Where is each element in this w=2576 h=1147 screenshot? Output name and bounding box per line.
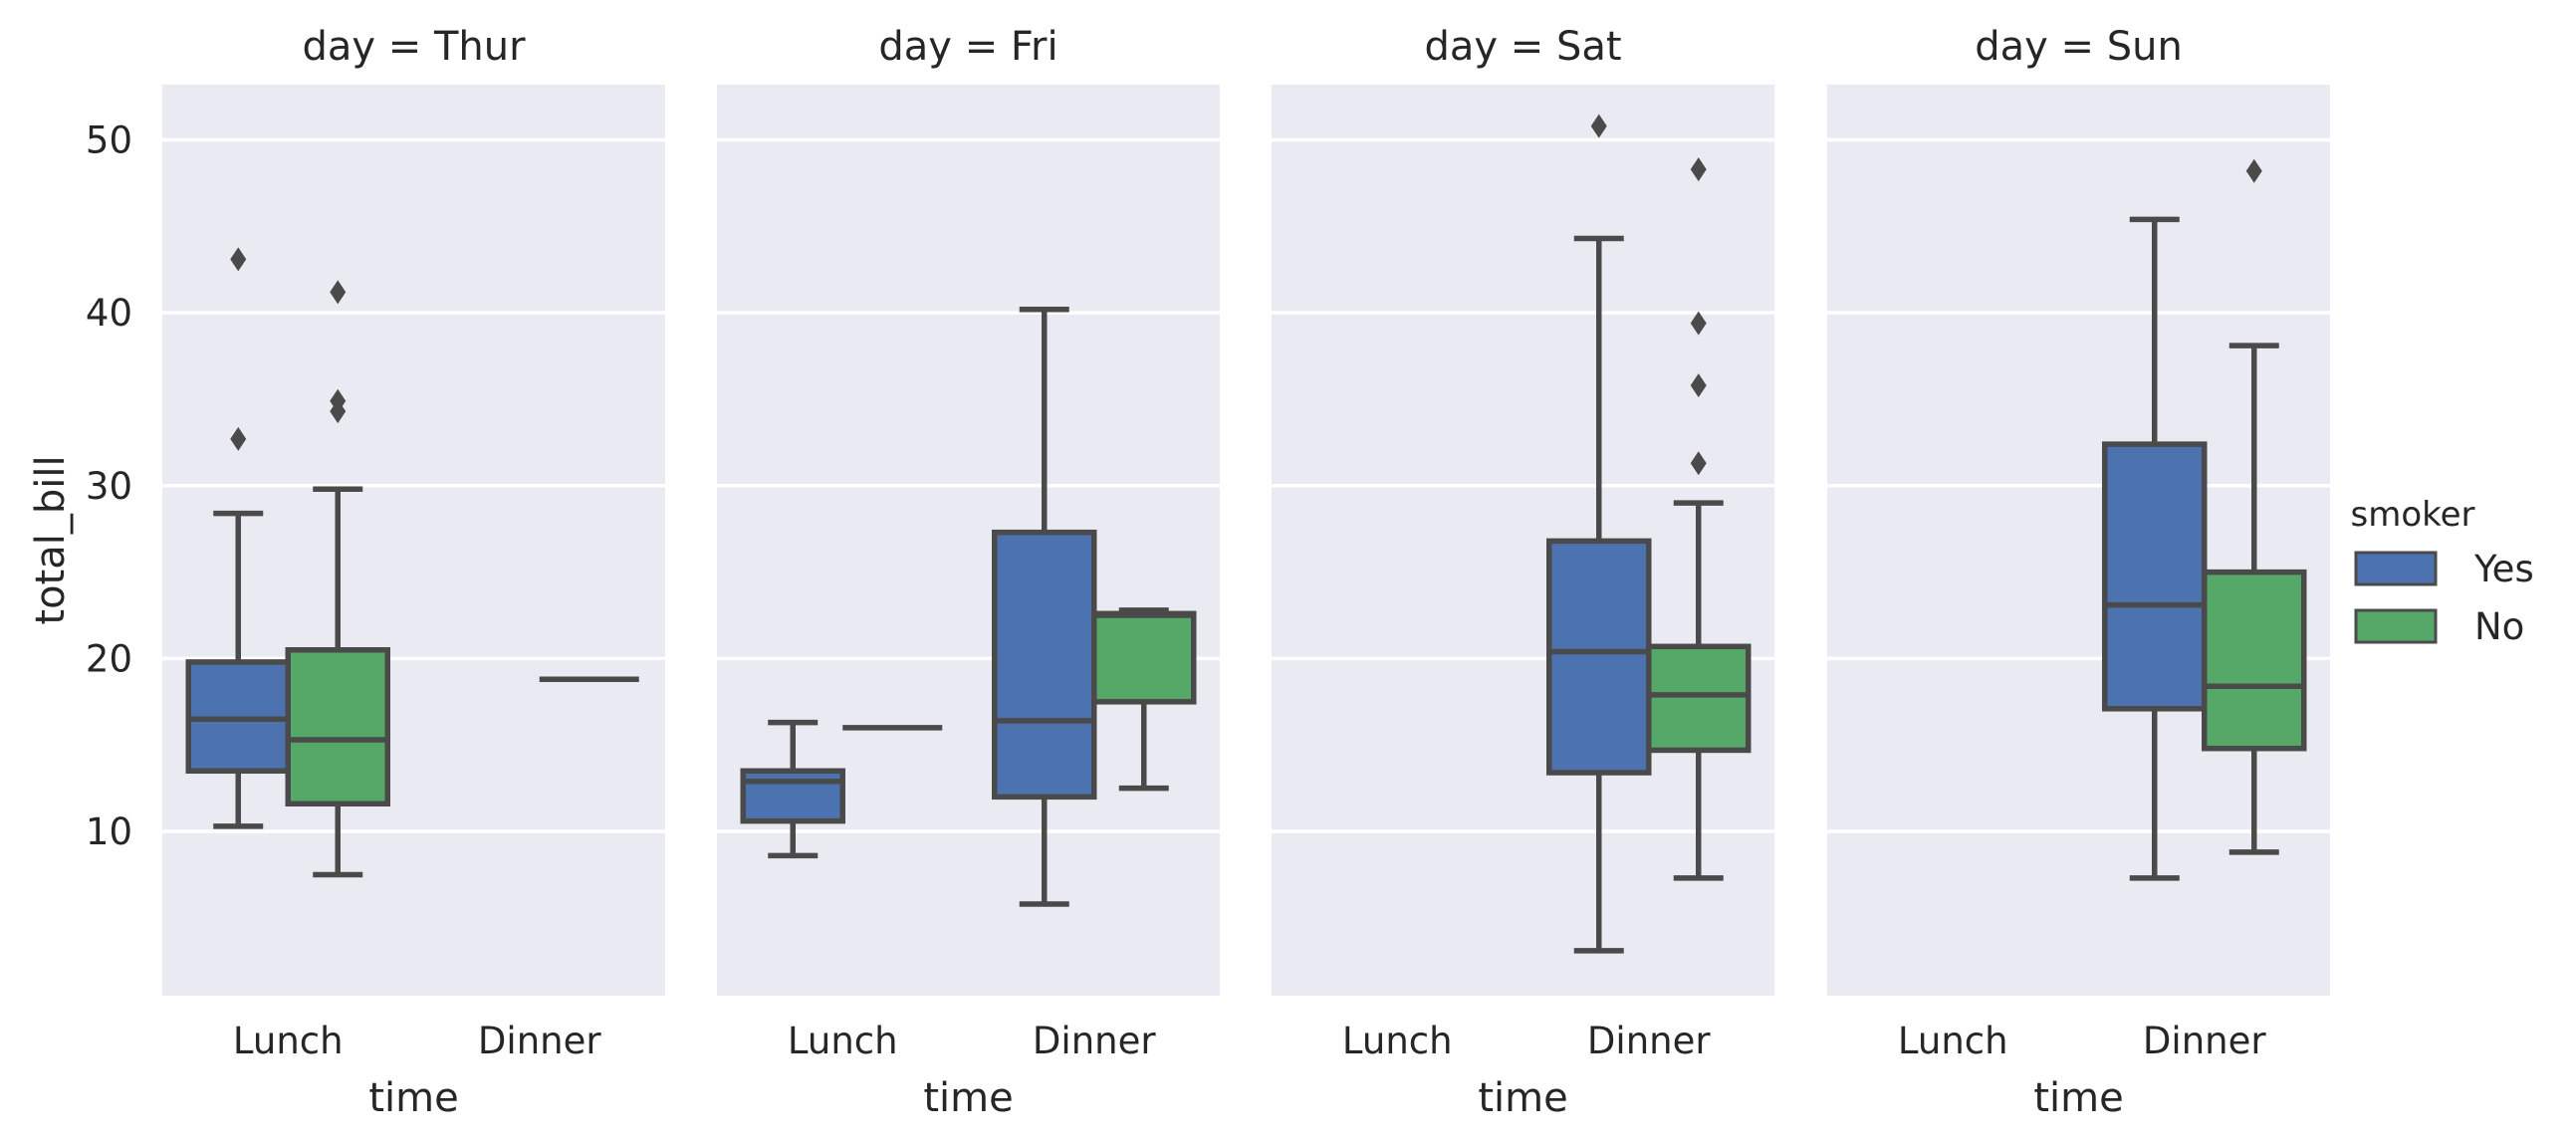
facet-panel-4: day = Sun Lunch Dinner time xyxy=(1827,24,2330,1121)
box-body xyxy=(2102,441,2208,712)
outlier-point xyxy=(1690,451,1707,476)
box-body xyxy=(1546,538,1652,776)
panel-title: day = Fri xyxy=(878,24,1057,70)
x-tick-label: Dinner xyxy=(478,1020,601,1062)
facet-panel-3: day = Sat Lunch Dinner time xyxy=(1272,24,1774,1121)
x-axis-label: time xyxy=(923,1075,1013,1121)
box-body xyxy=(1646,643,1752,754)
box-body xyxy=(285,647,390,807)
box-dinner-yes xyxy=(1546,114,1652,954)
box-lunch-no xyxy=(285,280,390,878)
panel-title: day = Sun xyxy=(1975,24,2183,70)
y-tick-label: 40 xyxy=(86,292,132,335)
outlier-point xyxy=(230,426,247,451)
outlier-point xyxy=(230,247,247,272)
legend-swatch-no xyxy=(2354,608,2438,644)
panel-background xyxy=(717,85,1220,996)
box-dinner-no xyxy=(2202,158,2307,855)
y-axis: 10 20 30 40 50 total_bill xyxy=(28,119,132,853)
box-body xyxy=(740,768,845,824)
x-tick-label: Dinner xyxy=(1033,1020,1156,1062)
x-tick-label: Dinner xyxy=(1587,1020,1711,1062)
box-body xyxy=(2202,569,2307,752)
outlier-point xyxy=(1690,373,1707,398)
panel-title: day = Sat xyxy=(1424,24,1621,70)
box-dinner-yes xyxy=(992,306,1097,907)
facet-panel-2: day = Fri Lunch Dinner time xyxy=(717,24,1220,1121)
x-tick-label: Lunch xyxy=(1342,1020,1453,1062)
box-dinner-no xyxy=(1646,157,1752,881)
panel-background xyxy=(1272,85,1774,996)
box-body xyxy=(992,529,1097,801)
box-lunch-yes xyxy=(740,719,845,859)
y-tick-label: 10 xyxy=(86,810,132,853)
facet-panel-1: day = Thur Lunch Dinner time xyxy=(162,24,665,1121)
y-tick-label: 50 xyxy=(86,119,132,162)
box-body xyxy=(1091,610,1197,705)
x-tick-label: Dinner xyxy=(2143,1020,2266,1062)
panel-title: day = Thur xyxy=(302,24,526,70)
x-tick-label: Lunch xyxy=(788,1020,898,1062)
outlier-point xyxy=(330,280,347,305)
outlier-point xyxy=(1690,157,1707,182)
x-axis-label: time xyxy=(2033,1075,2123,1121)
y-tick-label: 20 xyxy=(86,637,132,680)
legend-label-yes: Yes xyxy=(2473,548,2534,590)
legend-label-no: No xyxy=(2474,605,2524,648)
legend: smoker Yes No xyxy=(2350,495,2533,648)
box-dinner-no xyxy=(1091,607,1197,792)
outlier-point xyxy=(1690,311,1707,336)
x-tick-label: Lunch xyxy=(1898,1020,2008,1062)
outlier-point xyxy=(2245,158,2262,183)
panel-background xyxy=(162,85,665,996)
y-axis-label: total_bill xyxy=(28,455,74,624)
box-dinner-yes xyxy=(2102,216,2208,881)
outlier-point xyxy=(330,388,347,413)
panel-background xyxy=(1827,85,2330,996)
legend-swatch-yes xyxy=(2354,551,2438,586)
y-tick-label: 30 xyxy=(86,465,132,508)
outlier-point xyxy=(1590,114,1607,138)
box-lunch-yes xyxy=(185,247,291,829)
x-axis-label: time xyxy=(368,1075,458,1121)
legend-title: smoker xyxy=(2350,495,2474,535)
x-tick-label: Lunch xyxy=(233,1020,344,1062)
x-axis-label: time xyxy=(1478,1075,1567,1121)
